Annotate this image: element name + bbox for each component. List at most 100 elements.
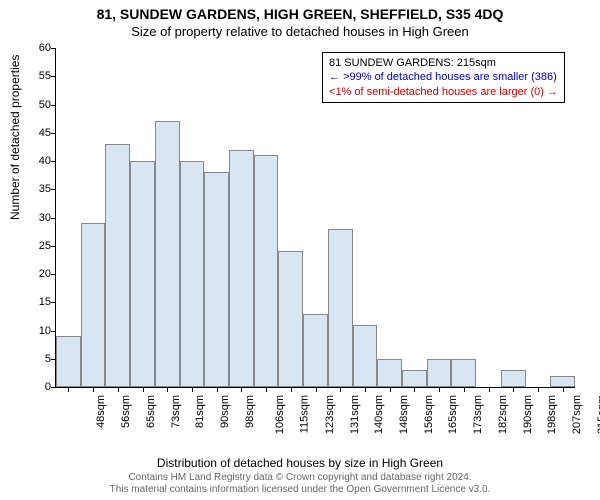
x-tick-label: 90sqm <box>219 395 231 428</box>
x-tick-mark <box>489 387 490 392</box>
x-axis-label: Distribution of detached houses by size … <box>0 456 600 470</box>
histogram-bar <box>377 359 402 387</box>
y-tick-mark <box>51 387 56 388</box>
x-tick-mark <box>118 387 119 392</box>
y-tick-label: 0 <box>27 381 51 393</box>
x-tick-mark <box>513 387 514 392</box>
plot-area: 81 SUNDEW GARDENS: 215sqm ← >99% of deta… <box>55 48 575 388</box>
x-tick-mark <box>563 387 564 392</box>
x-tick-label: 81sqm <box>194 395 206 428</box>
y-tick-mark <box>51 331 56 332</box>
annotation-line-2: ← >99% of detached houses are smaller (3… <box>329 70 558 84</box>
y-ticks: 051015202530354045505560 <box>25 48 53 388</box>
histogram-bar <box>130 161 155 387</box>
x-tick-mark <box>241 387 242 392</box>
x-tick-label: 165sqm <box>447 395 459 434</box>
x-tick-mark <box>192 387 193 392</box>
histogram-bar <box>550 376 575 387</box>
footer-attribution: Contains HM Land Registry data © Crown c… <box>0 472 600 496</box>
x-tick-label: 182sqm <box>497 395 509 434</box>
x-tick-mark <box>143 387 144 392</box>
y-tick-label: 60 <box>27 42 51 54</box>
histogram-bar <box>155 121 180 387</box>
y-tick-label: 10 <box>27 325 51 337</box>
x-tick-mark <box>266 387 267 392</box>
x-tick-label: 215sqm <box>596 395 600 434</box>
histogram-bar <box>81 223 106 387</box>
x-tick-mark <box>340 387 341 392</box>
x-tick-mark <box>167 387 168 392</box>
x-tick-label: 65sqm <box>145 395 157 428</box>
histogram-bar <box>204 172 229 387</box>
x-tick-label: 56sqm <box>120 395 132 428</box>
x-tick-label: 173sqm <box>472 395 484 434</box>
y-tick-mark <box>51 76 56 77</box>
annotation-line-3: <1% of semi-detached houses are larger (… <box>329 85 558 99</box>
histogram-bar <box>254 155 279 387</box>
y-tick-mark <box>51 274 56 275</box>
x-tick-label: 48sqm <box>95 395 107 428</box>
y-tick-label: 5 <box>27 353 51 365</box>
y-tick-label: 15 <box>27 296 51 308</box>
x-tick-label: 73sqm <box>170 395 182 428</box>
x-tick-mark <box>538 387 539 392</box>
y-tick-label: 55 <box>27 70 51 82</box>
x-tick-mark <box>439 387 440 392</box>
y-tick-label: 20 <box>27 268 51 280</box>
x-tick-mark <box>217 387 218 392</box>
x-tick-mark <box>291 387 292 392</box>
y-tick-mark <box>51 246 56 247</box>
y-tick-mark <box>51 48 56 49</box>
x-tick-label: 98sqm <box>244 395 256 428</box>
histogram-bar <box>451 359 476 387</box>
x-tick-mark <box>390 387 391 392</box>
x-tick-label: 148sqm <box>398 395 410 434</box>
annotation-line-1: 81 SUNDEW GARDENS: 215sqm <box>329 56 558 70</box>
y-tick-label: 50 <box>27 99 51 111</box>
histogram-bar <box>328 229 353 387</box>
x-tick-label: 115sqm <box>298 395 310 433</box>
y-tick-mark <box>51 302 56 303</box>
footer-line-1: Contains HM Land Registry data © Crown c… <box>0 472 600 484</box>
x-tick-label: 106sqm <box>274 395 286 434</box>
histogram-bar <box>278 251 303 387</box>
y-tick-mark <box>51 218 56 219</box>
histogram-bar <box>402 370 427 387</box>
x-tick-label: 198sqm <box>546 395 558 434</box>
y-tick-mark <box>51 105 56 106</box>
y-tick-mark <box>51 359 56 360</box>
x-tick-mark <box>365 387 366 392</box>
x-tick-label: 140sqm <box>373 395 385 434</box>
y-axis-label: Number of detached properties <box>8 55 22 220</box>
x-tick-label: 190sqm <box>522 395 534 434</box>
x-tick-mark <box>464 387 465 392</box>
y-tick-mark <box>51 189 56 190</box>
footer-line-2: This material contains information licen… <box>0 484 600 496</box>
y-tick-mark <box>51 133 56 134</box>
y-tick-label: 40 <box>27 155 51 167</box>
y-tick-label: 45 <box>27 127 51 139</box>
annotation-box: 81 SUNDEW GARDENS: 215sqm ← >99% of deta… <box>322 52 565 103</box>
x-tick-label: 131sqm <box>349 395 361 434</box>
y-tick-label: 35 <box>27 183 51 195</box>
chart-title: 81, SUNDEW GARDENS, HIGH GREEN, SHEFFIEL… <box>0 6 600 22</box>
x-tick-label: 123sqm <box>324 395 336 434</box>
histogram-bar <box>180 161 205 387</box>
histogram-bar <box>501 370 526 387</box>
histogram-bar <box>427 359 452 387</box>
histogram-bar <box>353 325 378 387</box>
x-tick-mark <box>414 387 415 392</box>
y-tick-mark <box>51 161 56 162</box>
histogram-bar <box>303 314 328 387</box>
histogram-bar <box>56 336 81 387</box>
x-tick-mark <box>316 387 317 392</box>
y-tick-label: 30 <box>27 212 51 224</box>
chart-subtitle: Size of property relative to detached ho… <box>0 24 600 39</box>
histogram-bar <box>105 144 130 387</box>
x-tick-label: 207sqm <box>571 395 583 434</box>
x-tick-mark <box>93 387 94 392</box>
histogram-bar <box>229 150 254 387</box>
x-tick-label: 156sqm <box>423 395 435 434</box>
y-tick-label: 25 <box>27 240 51 252</box>
x-tick-mark <box>68 387 69 392</box>
